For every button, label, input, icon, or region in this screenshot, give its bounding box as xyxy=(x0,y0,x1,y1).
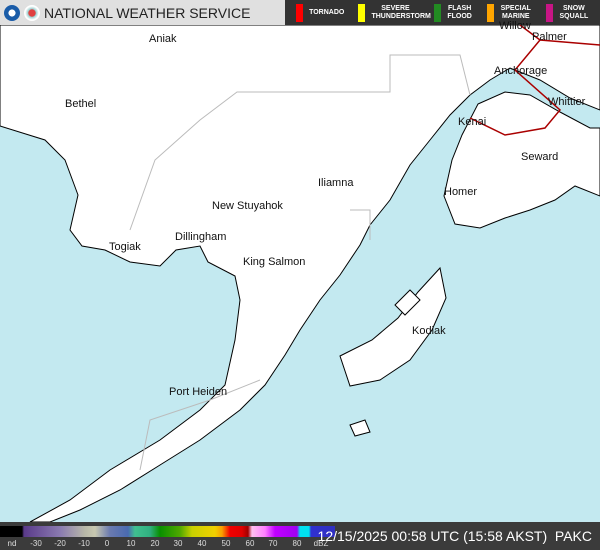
city-label: Dillingham xyxy=(175,231,227,243)
scale-label: -30 xyxy=(30,539,42,548)
legend-flash-flood: FLASH FLOOD xyxy=(433,3,473,22)
nws-logo-icon xyxy=(24,4,40,21)
status-bar: nd -30 -20 -10 0 10 20 30 40 50 60 70 80… xyxy=(0,522,600,550)
scale-label: 0 xyxy=(104,539,110,548)
scale-label: 10 xyxy=(126,539,136,548)
warning-legend: TORNADO SEVERE THUNDERSTORM FLASH FLOOD … xyxy=(285,0,600,25)
roads xyxy=(469,25,600,136)
city-label: Port Heiden xyxy=(169,386,228,398)
city-label: Iliamna xyxy=(318,177,354,189)
city-label: Palmer xyxy=(532,31,567,43)
legend-special-marine: SPECIAL MARINE xyxy=(486,3,532,22)
city-label: Bethel xyxy=(65,98,97,110)
legend-snow-squall: SNOW SQUALL xyxy=(545,3,589,22)
city-label: Kodiak xyxy=(412,325,446,337)
scale-label: dBZ xyxy=(313,539,329,548)
legend-tornado: TORNADO xyxy=(296,3,344,22)
page-title: NATIONAL WEATHER SERVICE xyxy=(44,4,251,21)
header-branding: NATIONAL WEATHER SERVICE xyxy=(0,0,285,25)
city-label: Aniak xyxy=(149,33,177,45)
scale-label: -10 xyxy=(78,539,90,548)
scale-label: nd xyxy=(7,539,17,548)
scale-label: -20 xyxy=(54,539,66,548)
city-label: Togiak xyxy=(109,241,141,253)
scale-label: 30 xyxy=(173,539,183,548)
timestamp: 12/15/2025 00:58 UTC (15:58 AKST) PAKC xyxy=(317,528,592,544)
scale-label: 50 xyxy=(221,539,231,548)
noaa-logo-icon xyxy=(4,4,20,21)
scale-label: 80 xyxy=(292,539,302,548)
radar-map[interactable] xyxy=(0,25,600,522)
city-label: Willow xyxy=(499,20,531,32)
city-label: Homer xyxy=(444,186,478,198)
city-label: Anchorage xyxy=(494,65,548,77)
scale-label: 70 xyxy=(268,539,278,548)
city-label: Kenai xyxy=(458,116,487,128)
reflectivity-color-scale xyxy=(0,526,335,537)
borders xyxy=(129,54,471,471)
kodiak-island xyxy=(339,266,447,387)
scale-label: 40 xyxy=(197,539,207,548)
city-label: New Stuyahok xyxy=(212,200,283,212)
legend-severe-thunderstorm: SEVERE THUNDERSTORM xyxy=(358,3,431,22)
kenai-peninsula xyxy=(443,91,600,229)
scale-label: 20 xyxy=(150,539,160,548)
city-label: Whittier xyxy=(548,96,586,108)
city-label: Seward xyxy=(521,151,559,163)
scale-label: 60 xyxy=(245,539,255,548)
mainland xyxy=(0,25,600,522)
city-label: King Salmon xyxy=(243,256,306,268)
